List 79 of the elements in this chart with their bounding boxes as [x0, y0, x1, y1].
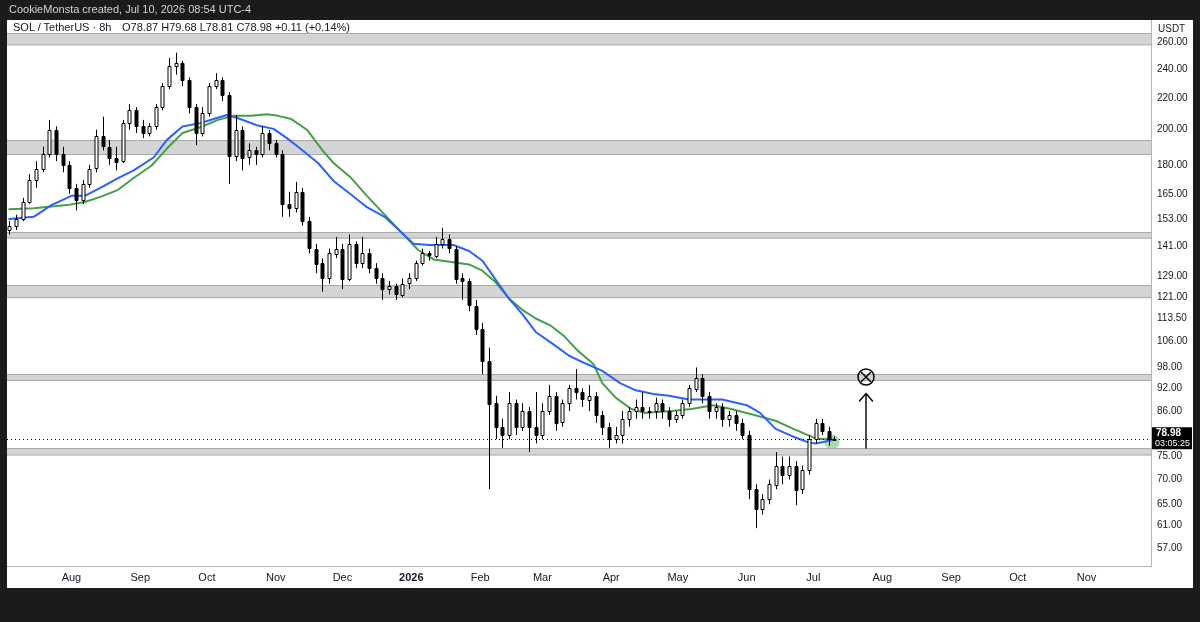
y-tick-label: 113.50 [1157, 312, 1188, 324]
candlestick [447, 234, 452, 254]
x-tick-label: Sep [941, 570, 961, 583]
candlestick [167, 57, 172, 90]
x-tick-label: Jun [737, 570, 756, 583]
y-tick-label: 75.00 [1157, 450, 1183, 462]
y-tick-label: 180.00 [1157, 158, 1189, 170]
candlestick [547, 384, 552, 416]
x-tick-label: Apr [602, 570, 621, 583]
y-tick-label: 200.00 [1157, 123, 1189, 135]
candlestick [101, 116, 106, 151]
candlestick [787, 456, 792, 481]
x-tick-label: Jul [806, 570, 821, 583]
y-tick-label: 98.00 [1157, 361, 1183, 373]
candlestick [727, 410, 732, 428]
y-axis-title: USDT [1158, 22, 1186, 34]
candlestick [507, 391, 512, 440]
y-tick-label: 220.00 [1157, 91, 1189, 103]
candlestick [367, 248, 372, 274]
candlestick [187, 76, 192, 114]
x-tick-label: Mar [532, 570, 553, 583]
x-tick-label: Nov [1076, 570, 1097, 583]
y-tick-label: 129.00 [1157, 269, 1189, 281]
x-tick-label: Aug [61, 570, 82, 583]
x-tick-label: Aug [872, 570, 892, 583]
y-tick-label: 65.00 [1157, 497, 1183, 509]
y-tick-label: 86.00 [1157, 404, 1183, 416]
candlestick [427, 250, 432, 262]
candlestick [687, 384, 692, 408]
candlestick [107, 139, 112, 166]
y-tick-label: 70.00 [1157, 473, 1183, 485]
y-tick-label: 121.00 [1157, 290, 1189, 302]
candlestick [114, 146, 119, 171]
x-tick-label: Nov [266, 570, 287, 583]
y-tick-label: 260.00 [1157, 36, 1189, 48]
candlestick [567, 384, 572, 412]
y-tick-label: 92.00 [1157, 382, 1183, 394]
candlestick [54, 125, 59, 162]
candlestick [647, 406, 652, 420]
candlestick [227, 91, 232, 185]
candlestick [34, 160, 39, 189]
candlestick [307, 216, 312, 254]
candlestick [347, 234, 352, 282]
y-tick-label: 57.00 [1157, 541, 1183, 553]
candlestick [267, 129, 272, 151]
candlestick [387, 280, 392, 295]
text: 03:05:25 [1155, 438, 1191, 449]
x-tick-label: Sep [130, 570, 151, 583]
candlestick [134, 106, 139, 134]
candlestick [74, 183, 79, 211]
candlestick [407, 272, 412, 290]
x-tick-label: Oct [198, 570, 216, 583]
ref-line-label: 78.98 [1156, 427, 1182, 439]
y-tick-label: 240.00 [1157, 62, 1189, 74]
candlestick [627, 406, 632, 428]
candlestick [667, 406, 672, 428]
x-tick-label: Feb [470, 570, 490, 583]
candlestick [207, 82, 212, 118]
candlestick [14, 214, 19, 231]
candlestick [707, 391, 712, 420]
y-tick-label: 153.00 [1157, 212, 1189, 224]
y-tick-label: 141.00 [1157, 239, 1189, 251]
text: CookieMonsta created, Jul 10, 2026 08:54 UTC-4 [9, 3, 252, 16]
candlestick [587, 384, 592, 412]
x-tick-label: Oct [1009, 570, 1027, 583]
y-tick-label: 165.00 [1157, 187, 1189, 199]
x-tick-label: May [667, 570, 689, 583]
candlestick [94, 129, 99, 173]
x-tick-label: Dec [332, 570, 353, 583]
x-tick-label: 2026 [399, 570, 424, 583]
candlestick [327, 248, 332, 285]
candlestick [287, 191, 292, 218]
candlestick [467, 277, 472, 312]
y-tick-label: 106.00 [1157, 335, 1189, 347]
candlestick [767, 479, 772, 505]
candlestick [247, 142, 252, 166]
chart-title: SOL / TetherUS · 8h [13, 21, 112, 34]
chart-subtitle: O78.87 H79.68 L78.81 C78.98 +0.11 (+0.14%) [122, 21, 350, 34]
y-tick-label: 61.00 [1157, 519, 1183, 531]
